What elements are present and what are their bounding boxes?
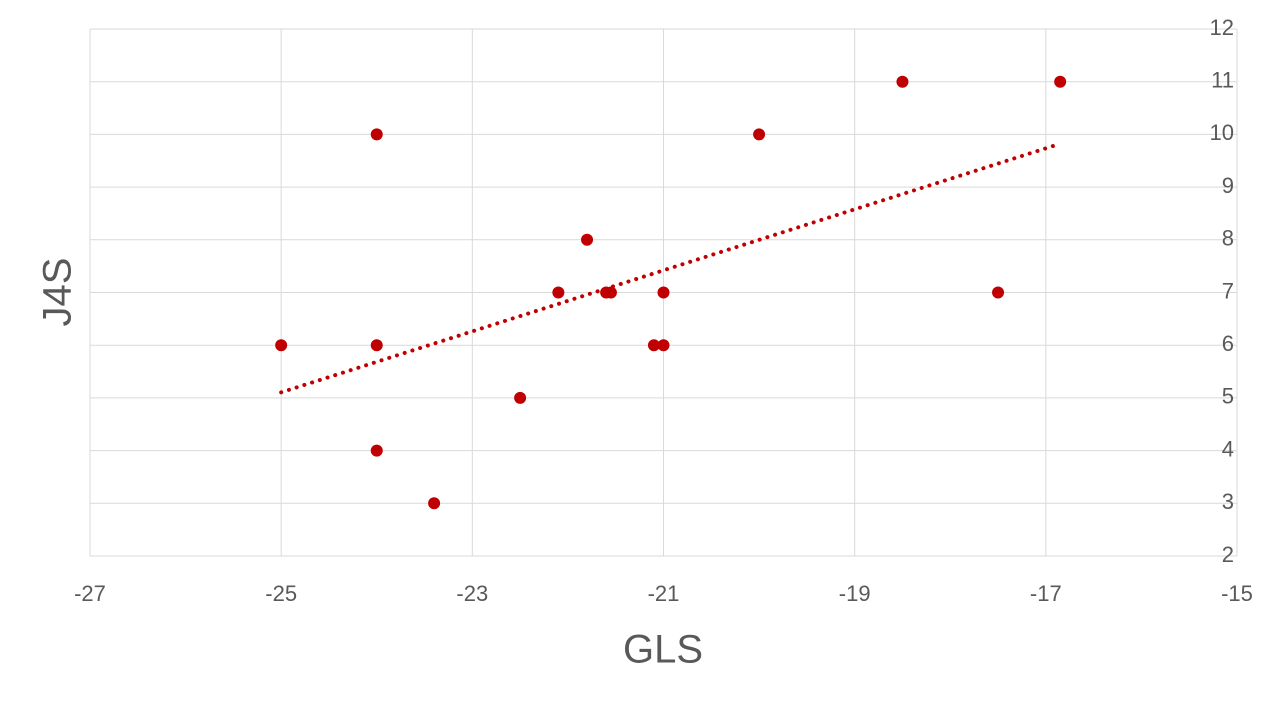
point [657, 286, 670, 299]
point [992, 286, 1005, 299]
x-tick-label: -21 [648, 581, 680, 606]
y-tick-label: 2 [1222, 542, 1234, 567]
point [552, 286, 565, 299]
point [604, 286, 617, 299]
point [753, 128, 766, 141]
y-tick-label: 8 [1222, 226, 1234, 251]
point [647, 339, 660, 352]
x-tick-label: -25 [265, 581, 297, 606]
point [896, 75, 909, 88]
point [1054, 75, 1067, 88]
y-tick-label: 7 [1222, 278, 1234, 303]
y-tick-label: 12 [1210, 15, 1234, 40]
y-tick-label: 9 [1222, 173, 1234, 198]
point [370, 128, 383, 141]
point [370, 339, 383, 352]
point [370, 444, 383, 457]
x-tick-label: -27 [74, 581, 106, 606]
trendline [279, 141, 1063, 395]
y-tick-label: 10 [1210, 120, 1234, 145]
y-axis-title: J4S [36, 258, 80, 327]
y-tick-label: 6 [1222, 331, 1234, 356]
x-tick-label: -17 [1030, 581, 1062, 606]
y-tick-label: 3 [1222, 489, 1234, 514]
point [428, 497, 441, 510]
x-tick-label: -23 [456, 581, 488, 606]
point [581, 233, 594, 246]
y-tick-label: 11 [1211, 68, 1234, 93]
x-tick-label: -15 [1221, 581, 1253, 606]
y-tick-label: 4 [1222, 436, 1234, 461]
point [514, 391, 527, 404]
x-tick-label: -19 [839, 581, 871, 606]
x-axis-title: GLS [623, 628, 703, 672]
y-tick-label: 5 [1222, 384, 1234, 409]
point [657, 339, 670, 352]
point [275, 339, 288, 352]
